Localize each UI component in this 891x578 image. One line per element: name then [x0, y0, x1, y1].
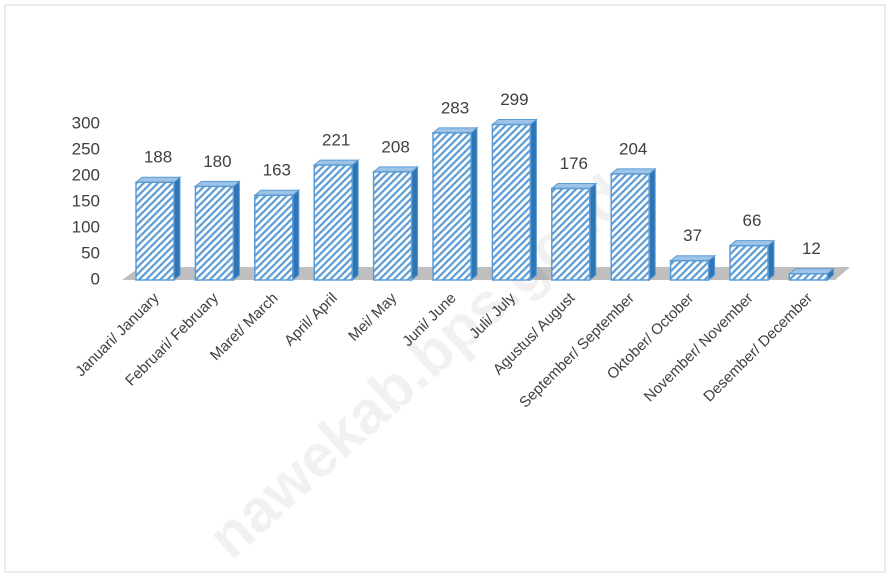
bar-side: [411, 165, 419, 282]
value-label: 12: [802, 239, 821, 258]
y-tick-label: 50: [81, 243, 100, 262]
value-label: 176: [560, 154, 588, 173]
bar-side: [292, 189, 300, 282]
bar-front: [254, 194, 294, 281]
bar-side: [529, 118, 537, 282]
bar: [669, 254, 716, 282]
bar-top: [312, 159, 360, 166]
bar-front: [135, 181, 175, 281]
bar: [550, 182, 598, 282]
bar-front: [194, 185, 235, 281]
value-label: 66: [743, 211, 762, 230]
bar-side: [351, 159, 359, 282]
bar-front: [432, 132, 472, 281]
bar: [134, 176, 182, 282]
bar: [728, 239, 776, 282]
bar-top: [194, 180, 241, 187]
bar-front: [551, 187, 591, 281]
y-tick-label: 100: [72, 217, 100, 236]
bar-front: [788, 273, 829, 281]
value-label: 299: [500, 90, 528, 109]
bar: [788, 267, 835, 282]
bar-front: [729, 244, 769, 281]
bar: [194, 180, 241, 282]
y-tick-label: 200: [72, 165, 100, 184]
value-label: 180: [203, 152, 231, 171]
value-label: 208: [381, 137, 409, 156]
value-label: 188: [144, 148, 172, 167]
bar-front: [669, 260, 710, 281]
value-label: 204: [619, 139, 647, 158]
bar: [491, 118, 538, 282]
bar-side: [589, 182, 597, 282]
bar-top: [728, 240, 776, 247]
bar: [312, 159, 360, 282]
bar-front: [313, 164, 353, 281]
bar: [253, 189, 301, 282]
y-tick-label: 250: [72, 139, 100, 158]
bar-front: [372, 171, 413, 281]
bar-side: [470, 126, 478, 282]
bar-side: [173, 176, 181, 282]
bar-front: [491, 123, 532, 281]
value-label: 283: [441, 98, 469, 117]
bar-top: [253, 189, 301, 196]
bar: [431, 126, 479, 282]
y-tick-label: 300: [72, 113, 100, 132]
y-tick-label: 0: [91, 269, 100, 288]
bar-side: [648, 167, 656, 282]
bar: [609, 167, 657, 282]
bar-front: [610, 173, 650, 281]
value-label: 37: [683, 226, 702, 245]
chart-frame: [4, 4, 886, 573]
bar: [372, 165, 419, 282]
bar-top: [134, 176, 182, 183]
value-label: 163: [263, 161, 291, 180]
y-tick-label: 150: [72, 191, 100, 210]
value-label: 221: [322, 131, 350, 150]
bar-side: [232, 180, 240, 282]
bar-side: [767, 239, 775, 282]
floor: [122, 267, 850, 280]
